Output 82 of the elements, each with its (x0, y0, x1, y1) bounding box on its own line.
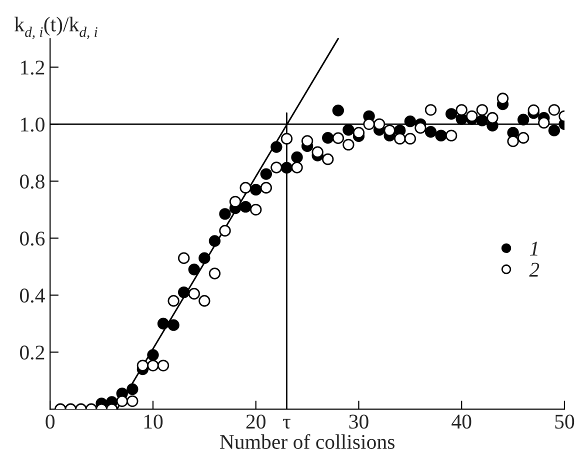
point (240, 200, 252, 213)
point (517, 114, 530, 126)
point (445, 130, 458, 142)
point (548, 104, 560, 116)
point (188, 264, 200, 276)
x-tick-label: 20 (246, 414, 266, 429)
y-tick-label: 0.4 (20, 288, 45, 303)
point (322, 153, 334, 166)
point (322, 132, 334, 144)
point (198, 252, 210, 264)
point (517, 132, 530, 144)
point (342, 124, 354, 136)
point (250, 184, 262, 196)
x-axis-title: Number of collisions (220, 434, 394, 449)
point (270, 162, 282, 174)
point (136, 360, 149, 372)
point (332, 132, 344, 144)
point (229, 196, 242, 208)
x-tick-label: 30 (349, 414, 368, 429)
point (126, 383, 138, 396)
y-tick-label: 0.6 (20, 232, 45, 246)
y-tick-label: 1.0 (21, 118, 44, 132)
point (435, 130, 447, 142)
point (486, 112, 498, 124)
point (126, 395, 138, 408)
y-tick-label: 0.8 (20, 174, 44, 189)
point (373, 118, 386, 130)
point (116, 395, 128, 408)
point (414, 122, 426, 134)
point (270, 141, 282, 153)
point (456, 104, 468, 116)
point (342, 138, 354, 151)
point (168, 319, 180, 331)
point (301, 135, 314, 147)
x-tick-label: 50 (555, 414, 574, 429)
point (352, 126, 365, 139)
point (404, 132, 416, 145)
point (384, 124, 396, 136)
point (219, 208, 231, 220)
point (291, 162, 303, 174)
point (548, 124, 560, 136)
point (445, 108, 458, 120)
point (363, 118, 375, 130)
point (496, 92, 509, 104)
x-tick-label: τ (282, 418, 290, 429)
point (198, 295, 210, 307)
point (291, 151, 303, 164)
x-tick-label: 0 (46, 414, 55, 429)
point (476, 114, 488, 126)
point (208, 268, 221, 280)
point (528, 104, 540, 116)
point (312, 146, 324, 158)
point (178, 286, 190, 298)
legend-label: 2 (529, 262, 540, 277)
point (332, 104, 344, 116)
legend-label: 1 (530, 242, 538, 256)
point (260, 168, 272, 180)
point (280, 162, 293, 174)
point (240, 182, 252, 194)
point (476, 104, 488, 116)
point (404, 115, 416, 128)
point (424, 104, 437, 116)
point (168, 295, 180, 307)
point (147, 349, 159, 361)
point (424, 126, 437, 138)
point (178, 252, 190, 264)
point (280, 132, 293, 145)
point (157, 360, 170, 372)
point (394, 132, 406, 145)
point (260, 182, 272, 194)
x-tick-label: 40 (452, 414, 472, 429)
x-tick-label: 10 (144, 414, 163, 429)
point (219, 224, 231, 237)
point (507, 135, 519, 148)
y-tick-label: 0.2 (20, 346, 44, 360)
y-tick-label: 1.2 (21, 60, 44, 75)
point (250, 204, 262, 216)
point (538, 116, 550, 129)
point (157, 318, 170, 330)
point (208, 235, 221, 247)
point (466, 110, 478, 122)
point (188, 288, 200, 300)
